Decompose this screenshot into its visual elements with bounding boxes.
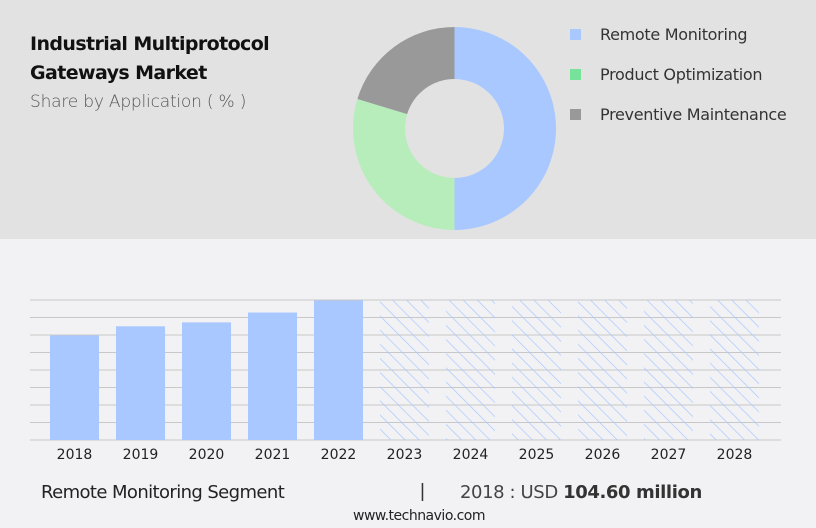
forecast-bar-2028 bbox=[710, 300, 759, 440]
x-tick-label: 2024 bbox=[453, 447, 489, 463]
segment-label: Remote Monitoring Segment bbox=[41, 482, 285, 503]
forecast-bar-2023 bbox=[380, 300, 429, 440]
x-tick-label: 2020 bbox=[189, 447, 225, 463]
bar-2019 bbox=[116, 326, 165, 440]
legend-item-remote-monitoring: Remote Monitoring bbox=[570, 14, 786, 54]
donut-chart bbox=[353, 27, 556, 230]
x-tick-label: 2026 bbox=[585, 447, 621, 463]
legend-swatch-icon bbox=[570, 68, 581, 80]
forecast-bar-2026 bbox=[578, 300, 627, 440]
source-url: www.technavio.com bbox=[353, 508, 486, 524]
legend-item-product-optimization: Product Optimization bbox=[570, 54, 786, 94]
bar-2021 bbox=[248, 312, 297, 440]
title-line-2: Gateways Market bbox=[30, 62, 207, 84]
donut-slice-product-optimization bbox=[353, 98, 455, 230]
legend-label: Product Optimization bbox=[600, 64, 763, 84]
legend-swatch-icon bbox=[570, 108, 581, 120]
segment-value: 2018 : USD 104.60 million bbox=[460, 482, 702, 503]
x-tick-label: 2028 bbox=[717, 447, 753, 463]
x-tick-label: 2019 bbox=[123, 447, 159, 463]
x-tick-label: 2018 bbox=[57, 447, 93, 463]
segment-value-prefix: 2018 : USD bbox=[460, 482, 564, 503]
x-tick-label: 2025 bbox=[519, 447, 555, 463]
donut-slice-preventive-maintenance bbox=[357, 27, 455, 115]
x-tick-label: 2023 bbox=[387, 447, 423, 463]
legend-label: Preventive Maintenance bbox=[600, 104, 787, 124]
bar-chart: 2018 2019 2020 2021 2022 2023 2024 2025 2026 2027… bbox=[30, 299, 781, 463]
x-tick-label: 2027 bbox=[651, 447, 687, 463]
legend: Remote Monitoring Product Optimization P… bbox=[570, 14, 787, 134]
bar-2022 bbox=[314, 300, 363, 440]
x-tick-label: 2021 bbox=[255, 447, 291, 463]
footer-separator: | bbox=[420, 481, 425, 502]
chart-subtitle: Share by Application ( % ) bbox=[30, 92, 247, 112]
legend-label: Remote Monitoring bbox=[600, 24, 748, 44]
forecast-bar-2025 bbox=[512, 300, 561, 440]
bar-2020 bbox=[182, 322, 231, 440]
x-tick-label: 2022 bbox=[321, 447, 357, 463]
legend-swatch-icon bbox=[570, 28, 581, 40]
segment-value-amount: 104.60 million bbox=[563, 482, 702, 503]
forecast-bar-2024 bbox=[446, 300, 495, 440]
chart-title: Industrial Multiprotocol Gateways Market bbox=[30, 30, 270, 88]
forecast-bar-2027 bbox=[644, 300, 693, 440]
legend-item-preventive-maintenance: Preventive Maintenance bbox=[570, 94, 787, 134]
donut-slice-remote-monitoring bbox=[454, 27, 556, 230]
bar-2018 bbox=[50, 335, 99, 440]
title-line-1: Industrial Multiprotocol bbox=[30, 33, 270, 55]
